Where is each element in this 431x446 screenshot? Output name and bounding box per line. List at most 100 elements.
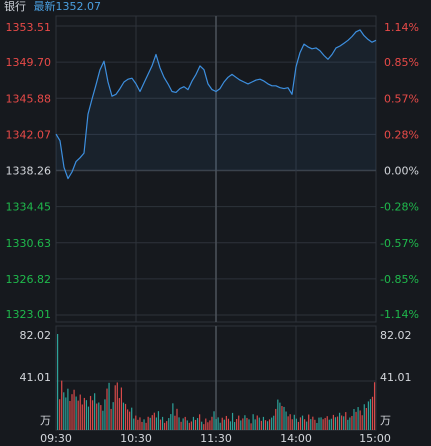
volume-bar xyxy=(69,400,71,430)
volume-bar xyxy=(281,406,283,430)
volume-bar xyxy=(166,421,168,430)
volume-bar xyxy=(112,402,114,430)
volume-bar xyxy=(328,419,330,430)
index-name: 银行 xyxy=(4,0,26,13)
volume-bar xyxy=(349,417,351,430)
volume-grid xyxy=(55,325,377,431)
volume-bar xyxy=(318,417,320,430)
volume-bar xyxy=(100,405,102,430)
volume-bar xyxy=(196,418,199,430)
volume-bars xyxy=(57,334,376,430)
volume-bar xyxy=(155,417,157,430)
volume-bar xyxy=(126,409,129,430)
volume-bar xyxy=(87,406,90,430)
volume-bar xyxy=(240,420,242,430)
volume-bar xyxy=(211,416,213,430)
volume-axis-labels: 82.02 82.02 41.01 41.01 万 万 xyxy=(20,329,412,427)
time-tick-label: 11:30 xyxy=(200,432,232,445)
volume-bar xyxy=(343,416,345,430)
volume-bar xyxy=(104,399,106,430)
percent-tick-label: -0.57% xyxy=(380,237,419,250)
time-axis-labels: 09:30 10:30 11:30 14:00 15:00 xyxy=(40,432,391,445)
percent-tick-label: 0.57% xyxy=(384,92,419,105)
volume-bar xyxy=(322,419,324,430)
volume-bar xyxy=(96,403,98,430)
volume-bar xyxy=(118,398,120,430)
volume-bar xyxy=(225,415,227,430)
volume-bar xyxy=(314,419,316,430)
volume-bar xyxy=(174,415,176,430)
volume-bar xyxy=(361,415,363,430)
volume-bar xyxy=(293,414,295,430)
volume-bar xyxy=(110,408,112,430)
volume-bar xyxy=(269,419,271,430)
volume-bar xyxy=(231,412,234,430)
volume-bar xyxy=(145,422,147,430)
volume-bar xyxy=(236,419,238,430)
volume-bar xyxy=(172,403,174,430)
volume-bar xyxy=(347,419,349,430)
volume-unit-label: 万 xyxy=(380,414,391,427)
volume-bar xyxy=(131,407,133,430)
volume-bar xyxy=(83,397,85,430)
volume-bar xyxy=(371,396,374,430)
volume-bar xyxy=(61,380,63,430)
volume-bar xyxy=(161,416,164,430)
volume-bar xyxy=(355,411,357,430)
volume-bar xyxy=(279,402,281,430)
volume-bar xyxy=(108,382,110,430)
volume-bar xyxy=(338,412,341,430)
volume-bar xyxy=(320,417,322,430)
time-tick-label: 14:00 xyxy=(280,432,312,445)
volume-bar xyxy=(129,411,131,430)
volume-unit-label: 万 xyxy=(40,414,51,427)
volume-bar xyxy=(89,395,92,430)
volume-bar xyxy=(234,422,236,430)
volume-tick-label: 82.02 xyxy=(380,329,412,342)
volume-bar xyxy=(203,424,205,430)
volume-bar xyxy=(242,418,244,430)
volume-bar xyxy=(262,416,265,430)
volume-bar xyxy=(258,417,260,430)
volume-tick-label: 41.01 xyxy=(380,371,412,384)
volume-bar xyxy=(190,421,192,430)
volume-bar xyxy=(153,412,155,430)
volume-bar xyxy=(133,418,135,430)
volume-bar xyxy=(275,408,277,430)
volume-bar xyxy=(316,422,318,430)
volume-bar xyxy=(312,416,314,430)
volume-bar xyxy=(207,422,209,430)
volume-bar xyxy=(149,417,151,430)
volume-bar xyxy=(336,416,339,430)
volume-bar xyxy=(369,399,372,430)
volume-bar xyxy=(98,402,100,430)
volume-bar xyxy=(157,411,160,430)
volume-bar xyxy=(221,417,223,430)
volume-bar xyxy=(363,404,365,430)
volume-bar xyxy=(256,415,258,430)
price-tick-label: 1353.51 xyxy=(6,21,52,34)
chart-header: 银行 最新1352.07 xyxy=(4,0,101,14)
latest-value: 1352.07 xyxy=(55,0,102,13)
volume-bar xyxy=(159,419,162,430)
volume-bar xyxy=(213,411,215,430)
volume-bar xyxy=(59,399,61,430)
volume-bar xyxy=(289,414,291,430)
volume-bar xyxy=(151,415,153,430)
volume-bar xyxy=(271,417,273,430)
volume-bar xyxy=(188,422,190,430)
volume-bar xyxy=(85,400,88,430)
percent-tick-label: 0.00% xyxy=(384,165,419,178)
volume-bar xyxy=(57,334,59,430)
volume-bar xyxy=(252,414,254,430)
volume-bar xyxy=(75,396,77,430)
volume-bar xyxy=(178,417,180,430)
volume-bar xyxy=(266,421,269,430)
volume-bar xyxy=(229,421,232,430)
volume-bar xyxy=(135,415,137,430)
volume-bar xyxy=(116,382,118,430)
price-tick-label: 1330.63 xyxy=(6,237,52,250)
volume-bar xyxy=(79,394,81,430)
volume-bar xyxy=(184,416,186,430)
volume-bar xyxy=(147,416,149,430)
